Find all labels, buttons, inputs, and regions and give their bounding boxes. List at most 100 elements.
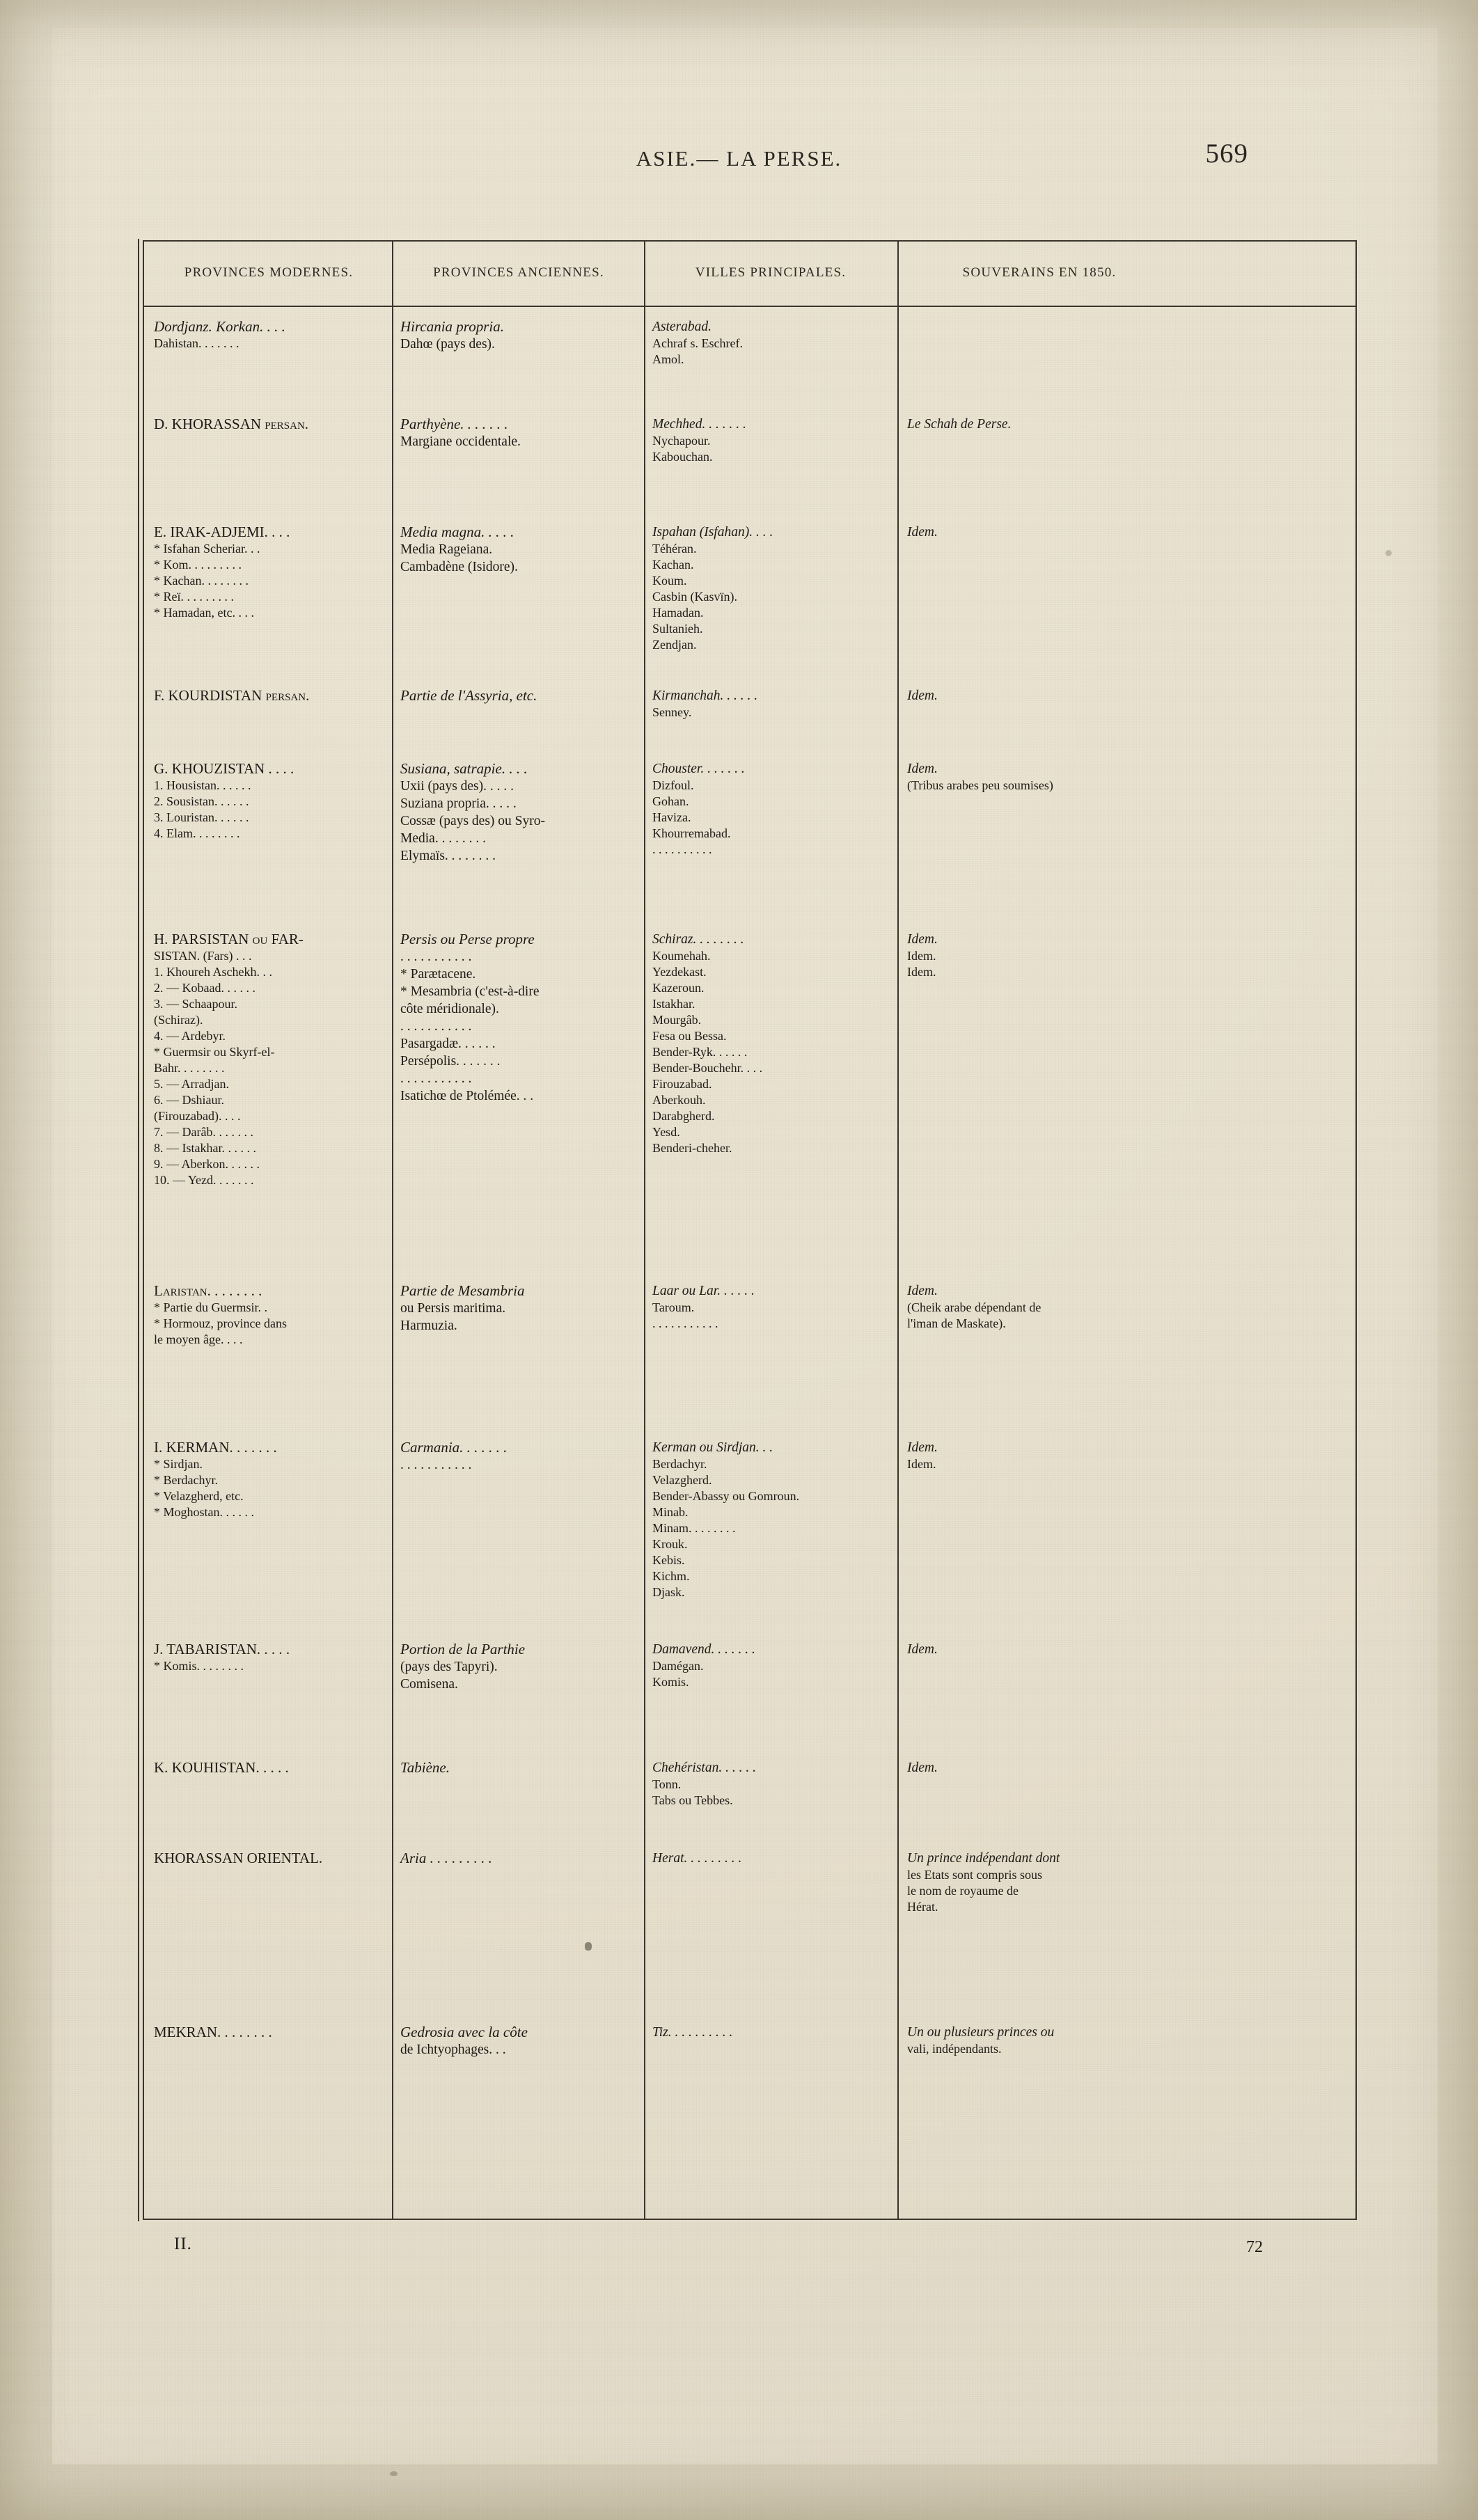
cell-line: Tonn. bbox=[652, 1777, 682, 1791]
folio-number: 569 bbox=[1205, 139, 1248, 168]
table-cell-rulers: Idem. (Tribus arabes peu soumises) bbox=[907, 760, 1158, 794]
cell-line: Margiane occidentale. bbox=[400, 434, 521, 449]
running-head: ASIE.— LA PERSE. bbox=[636, 146, 842, 171]
cell-line: 2. — Kobaad. . . . . . bbox=[154, 981, 255, 995]
cell-line: Aria . . . . . . . . . bbox=[400, 1850, 492, 1866]
cell-line: . . . . . . . . . . . bbox=[400, 1071, 472, 1086]
cell-line: Parthyène. . . . . . . bbox=[400, 416, 508, 432]
cell-line: (Tribus arabes peu soumises) bbox=[907, 778, 1053, 792]
cell-line: Un ou plusieurs princes ou bbox=[907, 2025, 1055, 2040]
signature-right: 72 bbox=[1246, 2238, 1263, 2256]
cell-line: * Guermsir ou Skyrf-el- bbox=[154, 1045, 275, 1059]
cell-line: * Hormouz, province dans bbox=[154, 1316, 287, 1330]
cell-line: E. IRAK-ADJEMI. . . . bbox=[154, 523, 290, 540]
cell-line: Bender-Bouchehr. . . . bbox=[652, 1061, 763, 1075]
cell-line: Un prince indépendant dont bbox=[907, 1851, 1060, 1866]
cell-line: . . . . . . . . . . . bbox=[400, 1458, 472, 1472]
cell-line: Kebis. bbox=[652, 1553, 685, 1567]
cell-line: * Kom. . . . . . . . . bbox=[154, 558, 242, 572]
cell-line: Hamadan. bbox=[652, 606, 704, 620]
cell-line: Minam. . . . . . . . bbox=[652, 1521, 736, 1535]
cell-line: vali, indépendants. bbox=[907, 2042, 1002, 2056]
table-cell-cities: Tiz. . . . . . . . . . bbox=[652, 2024, 889, 2041]
table-cell-ancient: Susiana, satrapie. . . . Uxii (pays des).… bbox=[400, 760, 637, 865]
table-cell-ancient: Media magna. . . . . Media Rageiana. Camba… bbox=[400, 523, 637, 576]
cell-line: * Mesambria (c'est-à-dire bbox=[400, 984, 540, 999]
table-cell-modern: H. PARSISTAN ou FAR- SISTAN. (Fars) . . .… bbox=[154, 931, 384, 1188]
cell-line: Nychapour. bbox=[652, 434, 711, 448]
cell-line: Idem. bbox=[907, 1284, 938, 1298]
cell-line: Dahistan. . . . . . . bbox=[154, 336, 239, 350]
cell-line: Media Rageiana. bbox=[400, 542, 493, 557]
provinces-table: PROVINCES MODERNES. PROVINCES ANCIENNES.… bbox=[138, 239, 1357, 2221]
cell-line: Komis. bbox=[652, 1675, 689, 1689]
cell-line: * Reï. . . . . . . . . bbox=[154, 590, 234, 604]
cell-line: Cambadène (Isidore). bbox=[400, 560, 518, 574]
table-cell-ancient: Persis ou Perse propre . . . . . . . . . … bbox=[400, 931, 637, 1105]
cell-line: 7. — Darâb. . . . . . . bbox=[154, 1125, 253, 1139]
cell-line: Hérat. bbox=[907, 1900, 938, 1914]
table-cell-cities: Kirmanchah. . . . . . Senney. bbox=[652, 687, 889, 720]
cell-line: . . . . . . . . . . . bbox=[400, 1019, 472, 1034]
cell-line: 2. Sousistan. . . . . . bbox=[154, 794, 249, 808]
cell-line: Yesd. bbox=[652, 1125, 680, 1139]
cell-line: G. KHOUZISTAN . . . . bbox=[154, 760, 294, 777]
table-cell-cities: Chehéristan. . . . . . Tonn. Tabs ou Tebbe… bbox=[652, 1759, 889, 1809]
cell-line: Haviza. bbox=[652, 810, 691, 824]
cell-line: Idem. bbox=[907, 1761, 938, 1775]
cell-line: Bender-Ryk. . . . . . bbox=[652, 1045, 748, 1059]
cell-line: les Etats sont compris sous bbox=[907, 1868, 1042, 1882]
cell-line: Istakhar. bbox=[652, 997, 695, 1011]
cell-line: Kichm. bbox=[652, 1569, 690, 1583]
cell-line: Persépolis. . . . . . . bbox=[400, 1054, 501, 1069]
cell-line: Yezdekast. bbox=[652, 965, 707, 979]
cell-line: Le Schah de Perse. bbox=[907, 417, 1012, 432]
cell-line: Portion de la Parthie bbox=[400, 1641, 526, 1657]
cell-line: * Sirdjan. bbox=[154, 1457, 203, 1471]
table-cell-cities: Asterabad. Achraf s. Eschref. Amol. bbox=[652, 318, 889, 368]
table-header-row: PROVINCES MODERNES. PROVINCES ANCIENNES.… bbox=[144, 242, 1355, 307]
table-cell-modern: F. KOURDISTAN persan. bbox=[154, 687, 384, 704]
cell-line: de Ichtyophages. . . bbox=[400, 2042, 506, 2057]
cell-line: . . . . . . . . . . . bbox=[652, 1316, 718, 1330]
column-divider-3 bbox=[897, 242, 899, 2219]
cell-line: Gohan. bbox=[652, 794, 689, 808]
cell-line: Media. . . . . . . . bbox=[400, 831, 486, 846]
cell-line: * Komis. . . . . . . . bbox=[154, 1659, 244, 1673]
table-cell-cities: Herat. . . . . . . . . bbox=[652, 1850, 889, 1867]
cell-line: 3. — Schaapour. bbox=[154, 997, 237, 1011]
cell-line: Dizfoul. bbox=[652, 778, 694, 792]
cell-line: Tabs ou Tebbes. bbox=[652, 1793, 733, 1807]
cell-line: l'iman de Maskate). bbox=[907, 1316, 1006, 1330]
cell-line: D. KHORASSAN persan. bbox=[154, 416, 309, 432]
page-header: ASIE.— LA PERSE. 569 bbox=[0, 139, 1478, 171]
cell-line: Comisena. bbox=[400, 1677, 458, 1692]
cell-line: Amol. bbox=[652, 352, 684, 366]
cell-line: Téhéran. bbox=[652, 542, 697, 556]
cell-line: (Schiraz). bbox=[154, 1013, 203, 1027]
table-cell-cities: Mechhed. . . . . . . Nychapour. Kabouchan. bbox=[652, 416, 889, 465]
column-header-ancient: PROVINCES ANCIENNES. bbox=[433, 265, 604, 280]
cell-line: Cossæ (pays des) ou Syro- bbox=[400, 814, 545, 828]
cell-line: Idem. bbox=[907, 688, 938, 703]
cell-line: Asterabad. bbox=[652, 320, 712, 334]
cell-line: Damégan. bbox=[652, 1659, 704, 1673]
cell-line: Firouzabad. bbox=[652, 1077, 712, 1091]
table-cell-ancient: Parthyène. . . . . . . Margiane occidenta… bbox=[400, 416, 637, 450]
cell-line: ou Persis maritima. bbox=[400, 1301, 506, 1316]
cell-line: Susiana, satrapie. . . . bbox=[400, 760, 528, 777]
ink-speck-1 bbox=[1385, 550, 1392, 556]
cell-line: le moyen âge. . . . bbox=[154, 1332, 243, 1346]
cell-line: * Isfahan Scheriar. . . bbox=[154, 542, 260, 556]
table-cell-cities: Laar ou Lar. . . . . . Taroum. . . . . . .… bbox=[652, 1282, 889, 1332]
table-cell-ancient: Portion de la Parthie (pays des Tapyri). C… bbox=[400, 1641, 637, 1693]
cell-line: MEKRAN. . . . . . . . bbox=[154, 2024, 272, 2040]
cell-line: * Berdachyr. bbox=[154, 1473, 218, 1487]
cell-line: Bender-Abassy ou Gomroun. bbox=[652, 1489, 800, 1503]
cell-line: Carmania. . . . . . . bbox=[400, 1439, 508, 1456]
cell-line: Schiraz. . . . . . . . bbox=[652, 932, 744, 947]
table-cell-ancient: Carmania. . . . . . . . . . . . . . . . .… bbox=[400, 1439, 637, 1474]
cell-line: Laristan. . . . . . . . bbox=[154, 1282, 262, 1299]
column-header-rulers: SOUVERAINS EN 1850. bbox=[962, 265, 1117, 280]
cell-line: Kerman ou Sirdjan. . . bbox=[652, 1440, 773, 1455]
